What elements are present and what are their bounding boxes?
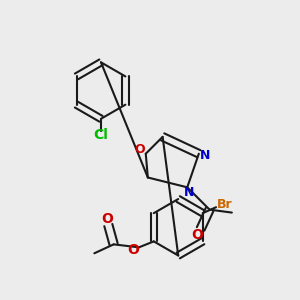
Text: N: N [200, 149, 211, 162]
Text: N: N [184, 186, 194, 199]
Text: Cl: Cl [94, 128, 108, 142]
Text: O: O [101, 212, 113, 226]
Text: O: O [128, 243, 140, 257]
Text: O: O [192, 229, 204, 242]
Text: O: O [134, 143, 145, 156]
Text: Br: Br [217, 198, 233, 211]
